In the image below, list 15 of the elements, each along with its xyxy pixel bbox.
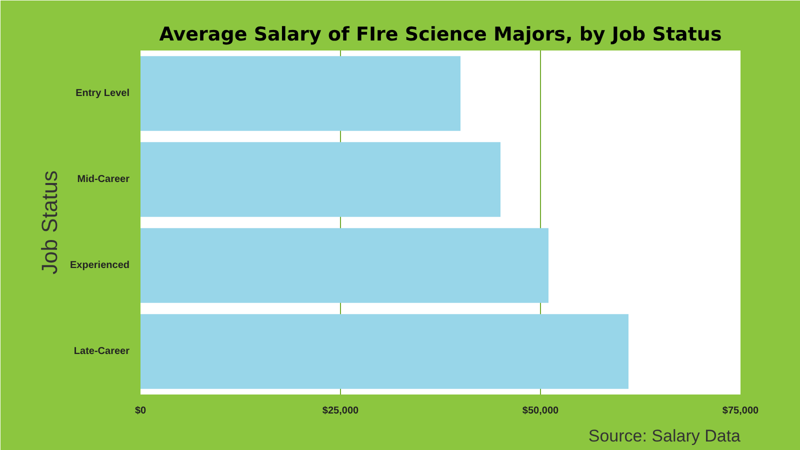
y-tick-label: Experienced bbox=[70, 260, 130, 271]
x-tick-label: $25,000 bbox=[322, 406, 360, 416]
bar bbox=[140, 56, 460, 131]
y-axis-title: Job Status bbox=[37, 170, 62, 274]
x-tick-label: $50,000 bbox=[522, 406, 560, 416]
bar bbox=[140, 142, 500, 217]
x-tick-label: $0 bbox=[134, 406, 146, 416]
bar bbox=[140, 314, 628, 389]
chart-title: Average Salary of FIre Science Majors, by Job Status bbox=[159, 24, 722, 46]
x-tick-label: $75,000 bbox=[722, 406, 760, 416]
y-tick-label: Mid-Career bbox=[77, 174, 130, 185]
source-note: Source: Salary Data bbox=[588, 426, 742, 446]
y-tick-label: Late-Career bbox=[74, 346, 130, 357]
bar bbox=[140, 228, 548, 303]
y-tick-label: Entry Level bbox=[76, 88, 130, 99]
